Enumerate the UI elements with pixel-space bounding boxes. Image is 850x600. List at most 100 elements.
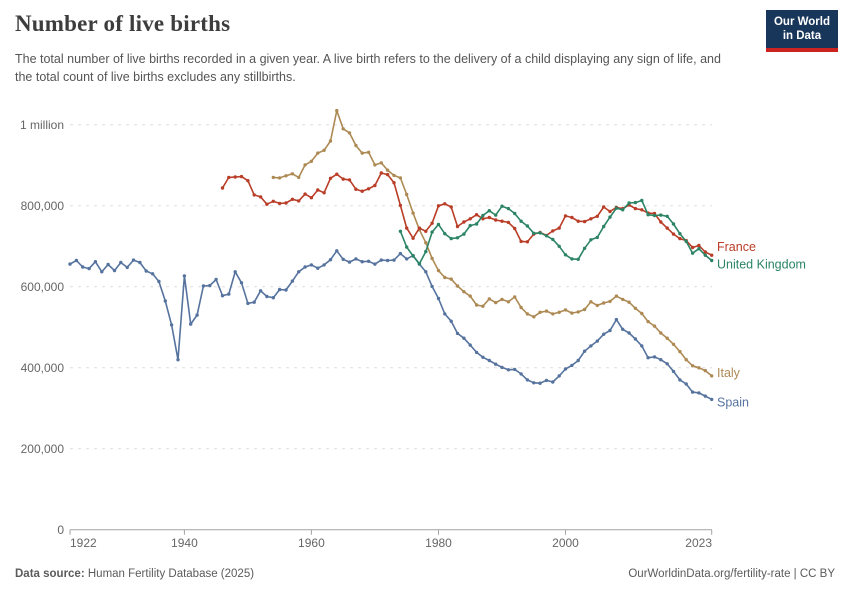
data-point-united-kingdom (608, 215, 612, 219)
data-point-united-kingdom (481, 213, 485, 218)
data-point-france (436, 204, 441, 208)
data-point-united-kingdom (449, 236, 453, 241)
data-point-italy (652, 324, 657, 328)
data-point-spain (589, 344, 593, 348)
data-point-spain (220, 294, 225, 298)
data-point-spain (271, 296, 275, 300)
data-point-france (551, 229, 555, 233)
credit-link[interactable]: OurWorldinData.org/fertility-rate | CC B… (628, 568, 835, 580)
data-point-united-kingdom (500, 204, 504, 208)
data-point-united-kingdom (646, 213, 650, 217)
owid-logo-line1: Our World (773, 16, 830, 28)
data-point-spain (239, 281, 244, 285)
data-point-spain (665, 362, 669, 366)
data-point-italy (640, 311, 644, 316)
data-point-spain (436, 296, 441, 301)
data-point-france (608, 209, 612, 214)
data-point-france (385, 172, 390, 177)
data-point-france (703, 250, 707, 254)
data-point-italy (398, 176, 403, 180)
data-point-italy (366, 150, 371, 154)
y-tick-label: 1 million (20, 118, 64, 132)
y-tick-label: 800,000 (21, 199, 65, 213)
data-point-france (316, 188, 320, 192)
chart-subtitle: The total number of live births recorded… (15, 52, 721, 84)
data-point-italy (627, 300, 631, 304)
data-point-france (405, 226, 409, 230)
data-point-france (671, 232, 676, 236)
data-point-france (430, 221, 434, 225)
data-point-spain (328, 258, 333, 262)
data-point-italy (589, 300, 593, 304)
data-point-united-kingdom (468, 223, 472, 228)
data-point-united-kingdom (398, 229, 403, 233)
data-point-united-kingdom (544, 234, 549, 238)
data-point-france (239, 174, 244, 179)
data-point-spain (703, 394, 707, 398)
data-point-italy (538, 310, 542, 314)
data-point-italy (436, 268, 441, 273)
data-point-spain (290, 279, 295, 283)
data-point-united-kingdom (405, 245, 409, 249)
series-label-united-kingdom[interactable]: United Kingdom (717, 258, 806, 272)
data-point-spain (602, 332, 606, 336)
data-point-spain (277, 287, 282, 292)
data-point-italy (385, 168, 390, 172)
series-line-spain[interactable] (69, 250, 713, 401)
data-point-france (595, 214, 599, 218)
data-point-united-kingdom (659, 213, 663, 217)
data-point-united-kingdom (697, 247, 701, 251)
data-point-united-kingdom (563, 253, 568, 257)
series-label-france[interactable]: France (717, 240, 756, 254)
data-point-france (373, 183, 377, 188)
data-point-france (462, 220, 466, 224)
data-point-france (335, 172, 339, 176)
data-point-spain (392, 258, 396, 262)
data-point-italy (659, 331, 663, 335)
data-point-italy (379, 161, 383, 165)
data-point-spain (366, 259, 371, 263)
data-point-france (277, 201, 282, 206)
data-point-france (570, 215, 574, 220)
data-point-italy (322, 148, 326, 152)
data-point-united-kingdom (665, 214, 669, 218)
data-point-italy (500, 297, 504, 302)
data-point-united-kingdom (602, 224, 606, 229)
data-point-italy (424, 241, 428, 245)
data-point-spain (671, 369, 676, 374)
data-point-spain (513, 367, 517, 372)
data-point-spain (81, 265, 85, 269)
series-label-italy[interactable]: Italy (717, 366, 741, 380)
data-point-italy (678, 349, 682, 354)
data-point-spain (557, 374, 561, 378)
data-point-spain (525, 378, 530, 382)
data-point-italy (690, 364, 695, 368)
data-point-spain (341, 257, 345, 261)
series-line-france[interactable] (221, 172, 713, 256)
data-point-italy (474, 303, 479, 307)
data-point-spain (430, 284, 434, 289)
data-point-spain (494, 362, 498, 366)
data-point-france (246, 179, 250, 183)
data-point-united-kingdom (576, 257, 580, 261)
data-point-france (665, 226, 669, 230)
data-point-spain (93, 260, 98, 264)
data-point-spain (119, 260, 123, 265)
data-point-united-kingdom (513, 211, 517, 216)
y-tick-label: 200,000 (21, 442, 65, 456)
series-label-spain[interactable]: Spain (717, 395, 749, 409)
data-point-spain (506, 368, 511, 372)
data-point-italy (557, 310, 561, 314)
data-point-france (379, 171, 383, 175)
data-point-spain (335, 249, 339, 253)
data-point-spain (227, 292, 231, 296)
series-line-united-kingdom[interactable] (399, 199, 713, 265)
data-point-spain (144, 269, 148, 273)
data-point-italy (519, 305, 523, 310)
data-point-united-kingdom (652, 213, 657, 218)
series-line-italy[interactable] (272, 109, 713, 377)
owid-logo[interactable]: Our World in Data (765, 10, 838, 52)
data-point-spain (379, 258, 383, 262)
data-point-spain (646, 356, 650, 360)
